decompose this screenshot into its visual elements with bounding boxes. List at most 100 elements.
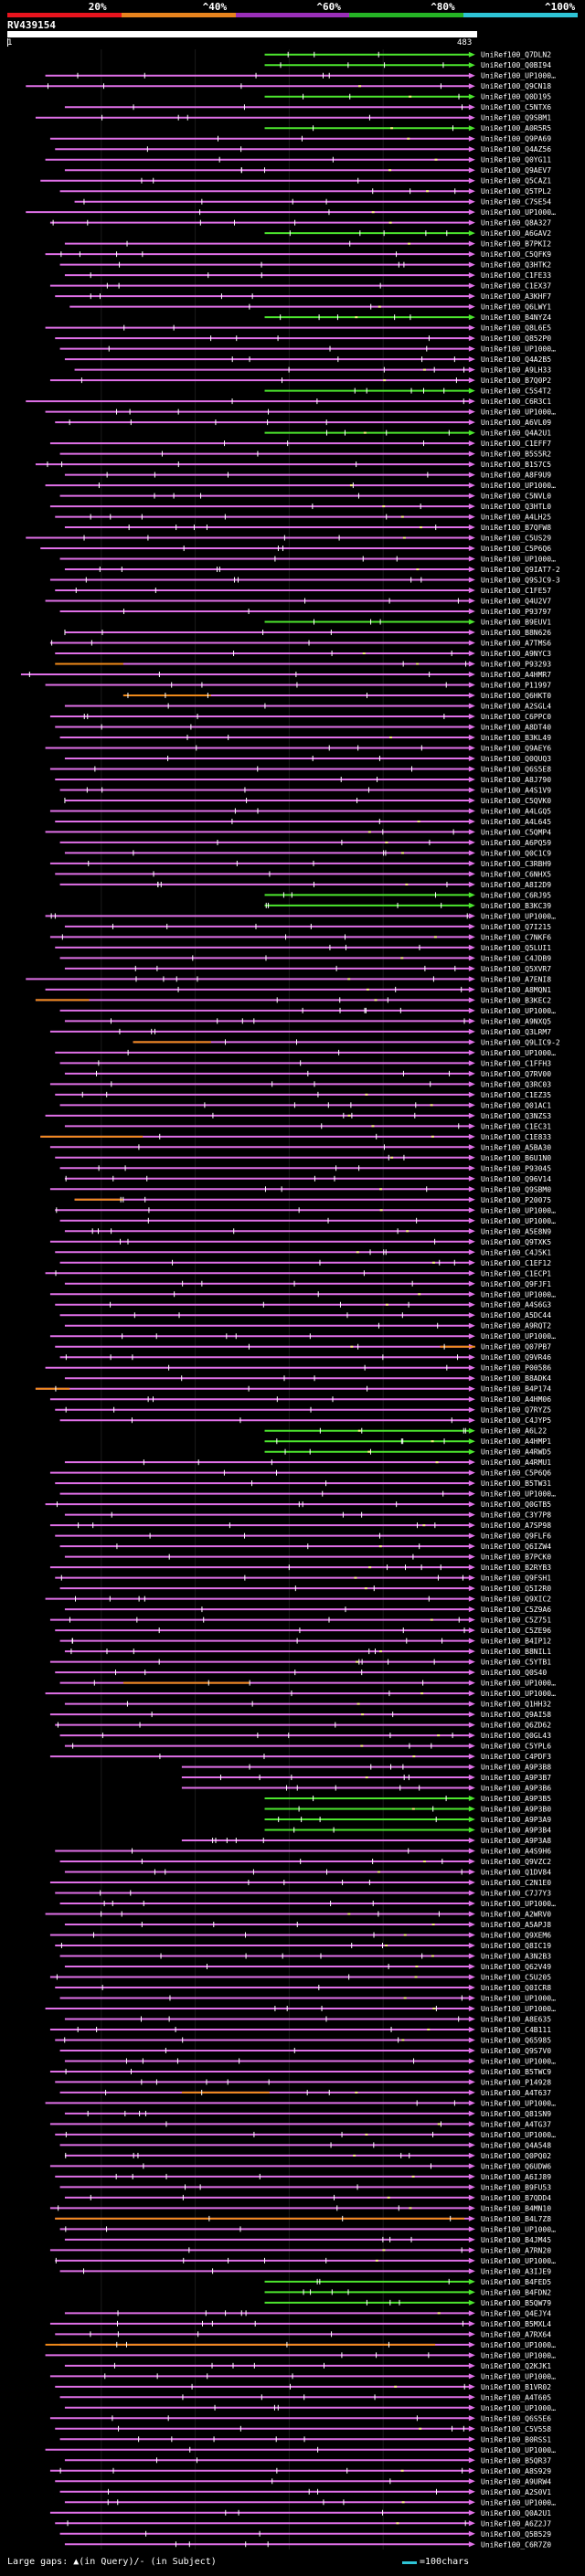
hit-label: UniRef100_A6VL09: [481, 419, 551, 427]
alignment-arrow: [468, 1049, 475, 1055]
hit-label: UniRef100_Q0YG11: [481, 156, 551, 164]
hit-label: UniRef100_Q3NZS3: [481, 1112, 551, 1120]
insertion-mark: [408, 242, 411, 245]
alignment-arrow: [468, 2016, 475, 2022]
insertion-mark: [394, 2385, 398, 2388]
hit-label: UniRef100_B2RYB3: [481, 1564, 551, 1572]
hit-label: UniRef100_A7RX64: [481, 2330, 551, 2338]
alignment-arrow: [468, 2404, 475, 2411]
hit-label: UniRef100_A4T637: [481, 2089, 551, 2097]
alignment-arrow: [468, 2352, 475, 2359]
alignment-arrow: [468, 1301, 475, 1308]
hit-label: UniRef100_UP1000…: [481, 1490, 556, 1499]
alignment-arrow: [468, 1522, 475, 1529]
alignment-arrow: [468, 2415, 475, 2422]
alignment-arrow: [468, 2152, 475, 2158]
alignment-arrow: [468, 2436, 475, 2443]
alignment-arrow: [468, 1438, 475, 1445]
alignment-arrow: [468, 745, 475, 751]
alignment-arrow: [468, 672, 475, 677]
alignment-arrow: [468, 2373, 475, 2380]
hit-label: UniRef100_P00586: [481, 1364, 551, 1373]
hit-label: UniRef100_C5NTX6: [481, 103, 551, 111]
hit-label: UniRef100_C5S4T2: [481, 387, 551, 396]
alignment-arrow: [468, 1406, 475, 1413]
alignment-arrow: [468, 1186, 475, 1193]
hit-label: UniRef100_Q4AZ56: [481, 145, 551, 154]
hit-label: UniRef100_C5P6Q6: [481, 545, 551, 553]
alignment-arrow: [468, 1280, 475, 1287]
hit-label: UniRef100_A4RWD5: [481, 1448, 551, 1457]
hit-label: UniRef100_UP1000…: [481, 72, 556, 80]
hit-label: UniRef100_Q0BI94: [481, 61, 551, 69]
insertion-mark: [358, 85, 362, 88]
hit-label: UniRef100_A2S0V1: [481, 2488, 551, 2496]
alignment-arrow: [468, 230, 475, 237]
insertion-mark: [411, 2175, 415, 2178]
alignment-arrow: [468, 2037, 475, 2043]
alignment-arrow: [468, 2362, 475, 2369]
insertion-mark: [350, 1345, 354, 1348]
hit-label: UniRef100_C5QMP4: [481, 828, 551, 836]
hit-label: UniRef100_Q0D195: [481, 93, 551, 101]
alignment-arrow: [468, 1490, 475, 1497]
alignment-arrow: [468, 2520, 475, 2527]
alignment-arrow: [468, 1963, 475, 1969]
hit-label: UniRef100_C6PPC0: [481, 713, 551, 721]
hit-label: UniRef100_Q9LIC9-2: [481, 1038, 560, 1046]
insertion-mark: [347, 978, 351, 981]
alignment-arrow: [468, 2142, 475, 2148]
insertion-mark: [377, 1871, 380, 1873]
alignment-arrow: [468, 881, 475, 887]
alignment-arrow: [468, 1028, 475, 1034]
legend-swatch: [235, 13, 350, 17]
alignment-arrow: [468, 661, 475, 667]
alignment-arrow: [468, 272, 475, 279]
alignment-arrow: [468, 766, 475, 772]
hit-label: UniRef100_Q6S5E6: [481, 2414, 551, 2422]
alignment-arrow: [468, 556, 475, 562]
alignment-arrow: [468, 1911, 475, 1917]
hit-label: UniRef100_Q9TXK5: [481, 1238, 551, 1246]
hit-label: UniRef100_UP1000…: [481, 1900, 556, 1908]
hit-label: UniRef100_A8F9U9: [481, 472, 551, 480]
hit-label: UniRef100_P20075: [481, 1196, 551, 1204]
insertion-mark: [419, 2427, 422, 2430]
alignment-arrow: [468, 2163, 475, 2169]
insertion-mark: [416, 568, 420, 571]
alignment-arrow: [468, 1627, 475, 1634]
alignment-arrow: [468, 1102, 475, 1108]
alignment-arrow: [468, 1459, 475, 1466]
hit-label: UniRef100_A2SGL4: [481, 702, 551, 710]
hit-label: UniRef100_Q4A2B5: [481, 355, 551, 364]
hit-label: UniRef100_UP1000…: [481, 2257, 556, 2265]
hit-label: UniRef100_Q3HTK2: [481, 261, 551, 270]
legend-swatch: [7, 13, 122, 17]
hit-label: UniRef100_UP1000…: [481, 1690, 556, 1698]
alignment-arrow: [468, 2446, 475, 2453]
alignment-arrow: [468, 1670, 475, 1676]
hit-label: UniRef100_Q5XVR7: [481, 965, 551, 973]
insertion-mark: [355, 2091, 358, 2094]
insertion-mark: [420, 1692, 424, 1695]
hit-label: UniRef100_UP1000…: [481, 556, 556, 564]
alignment-arrow: [468, 146, 475, 153]
alignment-arrow: [468, 1354, 475, 1361]
alignment-arrow: [468, 525, 475, 531]
hit-label: UniRef100_C5YPL6: [481, 1743, 551, 1751]
insertion-mark: [375, 2259, 378, 2262]
hit-label: UniRef100_C3Y7P8: [481, 1511, 551, 1520]
hit-label: UniRef100_Q5B529: [481, 2530, 551, 2539]
alignment-arrow: [468, 1680, 475, 1686]
insertion-mark: [368, 1566, 372, 1569]
hit-label: UniRef100_A9P3A9: [481, 1816, 551, 1824]
hit-label: UniRef100_P93045: [481, 1164, 551, 1172]
hit-label: UniRef100_UP1000…: [481, 1049, 556, 1057]
alignment-arrow: [468, 188, 475, 195]
hit-label: UniRef100_UP1000…: [481, 2225, 556, 2233]
alignment-arrow: [468, 1501, 475, 1508]
alignment-arrow: [468, 1228, 475, 1235]
insertion-mark: [371, 1125, 375, 1128]
hit-label: UniRef100_Q9AI58: [481, 1711, 551, 1719]
alignment-arrow: [468, 482, 475, 489]
